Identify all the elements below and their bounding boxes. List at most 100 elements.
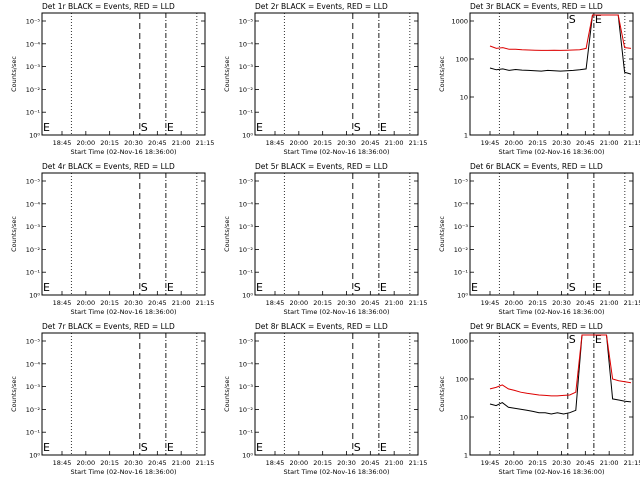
x-tick-label: 20:45	[576, 299, 595, 307]
x-tick-label: 20:30	[124, 139, 143, 147]
x-tick-label: 20:30	[337, 139, 356, 147]
x-tick-label: 20:15	[528, 299, 547, 307]
x-tick-label: 20:45	[576, 139, 595, 147]
panel-title: Det 8r BLACK = Events, RED = LLD	[255, 322, 388, 331]
y-axis-label: Counts/sec	[438, 376, 446, 412]
panel-title: Det 6r BLACK = Events, RED = LLD	[470, 162, 603, 171]
end-marker-label: E	[595, 281, 602, 294]
x-tick-label: 20:30	[552, 299, 571, 307]
y-tick-label: 100	[456, 376, 468, 384]
x-tick-label: 20:15	[313, 459, 332, 467]
y-axis-label: Counts/sec	[10, 56, 18, 92]
x-axis-label: Start Time (02-Nov-16 18:36:00)	[499, 308, 605, 316]
x-axis-label: Start Time (02-Nov-16 18:36:00)	[499, 468, 605, 476]
plot-frame	[41, 12, 206, 136]
y-tick-label: 10⁻³	[239, 383, 254, 391]
y-tick-label: 10⁻³	[239, 223, 254, 231]
y-tick-label: 10⁻⁴	[26, 40, 41, 48]
x-tick-label: 20:15	[313, 299, 332, 307]
panel-1: Det 1r BLACK = Events, RED = LLD 10⁰ 10⁻¹ 1…	[10, 2, 214, 156]
y-axis-label: Counts/sec	[10, 376, 18, 412]
panel-3: Det 3r BLACK = Events, RED = LLD 1 10 100 10…	[438, 2, 640, 156]
y-tick-label: 10⁰	[29, 132, 40, 140]
events-series-line	[489, 14, 632, 75]
x-tick-label: 21:15	[624, 299, 640, 307]
panel-title: Det 1r BLACK = Events, RED = LLD	[42, 2, 175, 11]
x-tick-label: 20:15	[313, 139, 332, 147]
x-tick-label: 18:45	[53, 139, 72, 147]
y-tick-label: 10⁻³	[26, 63, 41, 71]
y-axis-label: Counts/sec	[438, 216, 446, 252]
plot-frame	[469, 12, 634, 136]
y-tick-label: 10⁻¹	[239, 109, 254, 117]
y-tick-label: 10	[460, 414, 468, 422]
x-tick-label: 21:00	[385, 139, 404, 147]
y-tick-label: 10⁰	[29, 292, 40, 300]
panel-title: Det 9r BLACK = Events, RED = LLD	[470, 322, 603, 331]
x-tick-label: 20:45	[361, 139, 380, 147]
panel-7: Det 7r BLACK = Events, RED = LLD 10⁰ 10⁻¹ 1…	[10, 322, 214, 476]
y-tick-label: 10⁻⁵	[454, 178, 469, 186]
panel-title: Det 3r BLACK = Events, RED = LLD	[470, 2, 603, 11]
events-series-line	[489, 334, 632, 415]
y-tick-label: 10⁻⁵	[26, 18, 41, 26]
x-tick-label: 20:30	[552, 459, 571, 467]
x-tick-label: 21:00	[385, 459, 404, 467]
x-tick-label: 21:00	[600, 139, 619, 147]
plot-frame	[254, 12, 419, 136]
end-marker-label: E	[256, 441, 263, 454]
y-tick-label: 10⁻¹	[26, 109, 41, 117]
x-tick-label: 21:15	[624, 459, 640, 467]
y-tick-label: 10⁻²	[26, 406, 41, 414]
x-tick-label: 20:00	[504, 299, 523, 307]
y-axis-label: Counts/sec	[438, 56, 446, 92]
start-marker-label: S	[569, 333, 576, 346]
plot-frame	[469, 332, 634, 456]
x-tick-label: 20:15	[100, 459, 119, 467]
x-tick-label: 21:00	[172, 299, 191, 307]
y-tick-label: 10⁻³	[239, 63, 254, 71]
x-tick-label: 20:30	[552, 139, 571, 147]
x-tick-label: 21:00	[385, 299, 404, 307]
x-axis-label: Start Time (02-Nov-16 18:36:00)	[284, 468, 390, 476]
start-marker-label: S	[354, 121, 361, 134]
x-tick-label: 20:45	[148, 459, 167, 467]
x-tick-label: 20:30	[124, 459, 143, 467]
x-tick-label: 19:45	[481, 139, 500, 147]
x-tick-label: 18:45	[266, 459, 285, 467]
lld-series-line	[489, 14, 632, 51]
y-tick-label: 10⁻¹	[26, 429, 41, 437]
x-tick-label: 21:15	[196, 299, 215, 307]
x-tick-label: 18:45	[266, 299, 285, 307]
x-tick-label: 20:45	[361, 299, 380, 307]
start-marker-label: S	[354, 441, 361, 454]
x-tick-label: 20:00	[504, 459, 523, 467]
panel-title: Det 4r BLACK = Events, RED = LLD	[42, 162, 175, 171]
y-tick-label: 10⁻²	[454, 246, 469, 254]
start-marker-label: S	[569, 281, 576, 294]
end-marker-label: E	[471, 281, 478, 294]
end-marker-label: E	[167, 121, 174, 134]
x-tick-label: 20:00	[289, 139, 308, 147]
x-tick-label: 18:45	[53, 459, 72, 467]
x-tick-label: 20:30	[337, 299, 356, 307]
x-tick-label: 21:15	[409, 459, 428, 467]
y-tick-label: 10⁰	[242, 132, 253, 140]
panel-8: Det 8r BLACK = Events, RED = LLD 10⁰ 10⁻¹ 1…	[223, 322, 427, 476]
y-tick-label: 10⁻¹	[26, 269, 41, 277]
y-tick-label: 1	[464, 132, 468, 140]
panel-9: Det 9r BLACK = Events, RED = LLD 1 10 100 10…	[438, 322, 640, 476]
y-tick-label: 10⁻⁵	[26, 178, 41, 186]
end-marker-label: E	[380, 121, 387, 134]
y-tick-label: 10⁰	[242, 452, 253, 460]
y-tick-label: 10⁻⁴	[26, 360, 41, 368]
y-tick-label: 10⁻²	[26, 86, 41, 94]
y-tick-label: 10⁻¹	[454, 269, 469, 277]
x-tick-label: 21:00	[172, 459, 191, 467]
y-tick-label: 10⁻⁴	[26, 200, 41, 208]
start-marker-label: S	[569, 13, 576, 26]
end-marker-label: E	[380, 441, 387, 454]
end-marker-label: E	[256, 281, 263, 294]
y-tick-label: 10⁰	[457, 292, 468, 300]
